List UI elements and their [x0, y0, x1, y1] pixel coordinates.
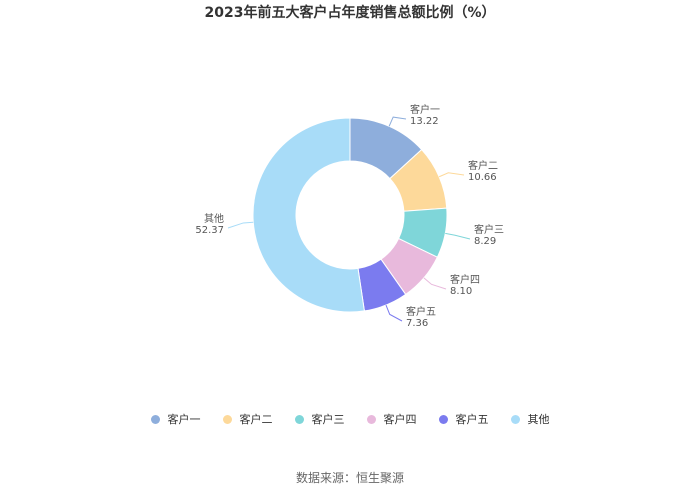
slice-value-5: 7.36 [406, 318, 428, 329]
legend-item-3[interactable]: 客户三 [294, 411, 345, 427]
leader-line-6 [227, 221, 254, 229]
legend-dot-icon [438, 414, 448, 424]
slice-label-2: 客户二 [468, 159, 498, 172]
slice-label-5: 客户五 [406, 305, 436, 318]
legend-item-4[interactable]: 客户四 [366, 411, 417, 427]
legend-dot-icon [222, 414, 232, 424]
slice-value-1: 13.22 [410, 116, 439, 127]
legend-item-1[interactable]: 客户一 [150, 411, 201, 427]
leader-line-5 [385, 304, 403, 322]
legend-dot-icon [150, 414, 160, 424]
leader-line-3 [445, 232, 471, 240]
leader-line-4 [423, 277, 447, 290]
leader-line-1 [388, 116, 407, 127]
slice-value-2: 10.66 [468, 172, 497, 183]
legend-label: 客户三 [311, 413, 345, 426]
legend-item-5[interactable]: 客户五 [438, 411, 489, 427]
slice-label-3: 客户三 [474, 223, 504, 236]
legend-label: 客户四 [383, 413, 417, 426]
legend-item-6[interactable]: 其他 [510, 411, 550, 427]
legend-label: 客户二 [239, 413, 273, 426]
legend-dot-icon [294, 414, 304, 424]
slice-label-4: 客户四 [450, 273, 480, 286]
legend-label: 客户五 [455, 413, 489, 426]
slice-value-4: 8.10 [450, 286, 472, 297]
chart-legend: 客户一 客户二 客户三 客户四 客户五 其他 [0, 411, 700, 427]
legend-dot-icon [510, 414, 520, 424]
slice-value-3: 8.29 [474, 236, 496, 247]
donut-slice-6[interactable] [252, 117, 365, 313]
legend-label: 客户一 [167, 413, 201, 426]
chart-title: 2023年前五大客户占年度销售总额比例（%） [204, 5, 496, 21]
slice-label-1: 客户一 [410, 103, 440, 116]
legend-label: 其他 [527, 413, 550, 426]
legend-item-2[interactable]: 客户二 [222, 411, 273, 427]
slice-value-6: 52.37 [195, 225, 224, 236]
source-note: 数据来源：恒生聚源 [295, 471, 404, 485]
slice-label-6: 其他 [204, 212, 224, 225]
leader-line-2 [438, 172, 465, 178]
legend-dot-icon [366, 414, 376, 424]
